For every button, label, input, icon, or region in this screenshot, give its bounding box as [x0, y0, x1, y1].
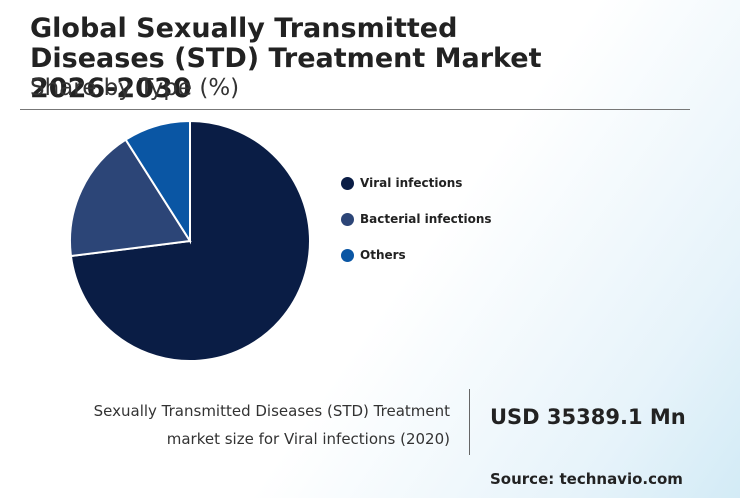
legend-label: Viral infections	[360, 176, 463, 190]
chart-subtitle: Share by Type (%)	[30, 75, 240, 101]
chart-legend: Viral infections Bacterial infections Othe…	[341, 174, 492, 282]
stat-value: USD 35389.1 Mn	[490, 405, 686, 429]
legend-label: Bacterial infections	[360, 212, 492, 226]
stat-description-line1: Sexually Transmitted Diseases (STD) Trea…	[93, 402, 450, 420]
pie-slice-bacterial-infections	[69, 138, 192, 258]
legend-item: Bacterial infections	[341, 210, 492, 228]
legend-marker	[341, 248, 354, 262]
chart-title: Global Sexually Transmitted Diseases (ST…	[30, 13, 542, 104]
legend-marker	[341, 176, 354, 190]
stat-description-line2: market size for Viral infections (2020)	[166, 430, 450, 448]
stat-divider	[469, 389, 470, 455]
stat-description: Sexually Transmitted Diseases (STD) Trea…	[30, 397, 450, 453]
title-divider	[20, 109, 690, 110]
legend-label: Others	[360, 248, 406, 262]
legend-marker	[341, 212, 354, 226]
legend-item: Others	[341, 246, 492, 264]
pie-slice-others	[124, 122, 191, 245]
legend-item: Viral infections	[341, 174, 492, 192]
pie-chart	[69, 122, 311, 362]
source-credit: Source: technavio.com	[490, 470, 683, 488]
